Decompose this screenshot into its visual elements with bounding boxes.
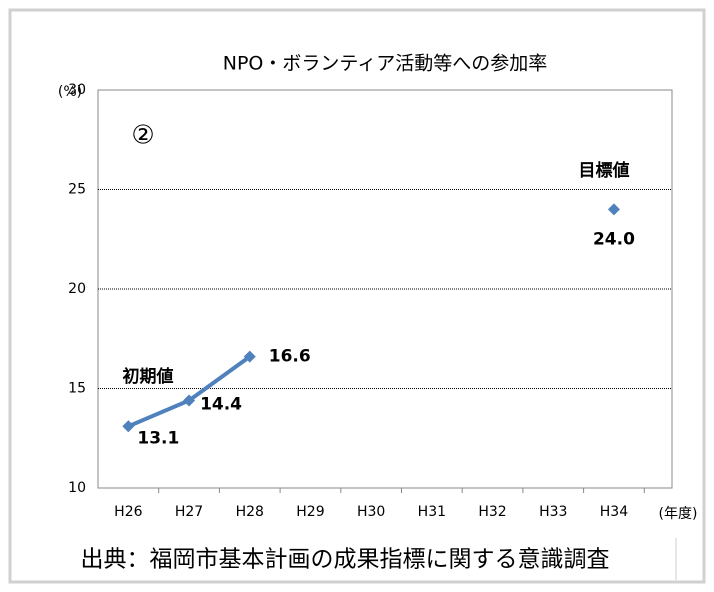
x-tick-label: H26 — [114, 504, 142, 520]
x-tick-label: H30 — [357, 504, 385, 520]
marker — [607, 203, 620, 216]
data-label: 16.6 — [269, 347, 311, 367]
x-tick-label: H31 — [418, 504, 446, 520]
y-axis-label: (%) — [58, 84, 82, 100]
x-tick-label: H27 — [175, 504, 203, 520]
x-tick-label: H32 — [478, 504, 506, 520]
y-tick-label: 25 — [68, 182, 86, 198]
chart-title: NPO・ボランティア活動等への参加率 — [223, 53, 548, 75]
source: 出典：福岡市基本計画の成果指標に関する意識調査 — [81, 547, 610, 573]
x-tick-label: H28 — [236, 504, 264, 520]
marker — [122, 420, 135, 433]
y-tick-label: 30 — [68, 82, 86, 98]
annotation: ② — [131, 121, 154, 151]
x-tick-label: H29 — [296, 504, 324, 520]
y-tick-label: 20 — [68, 281, 86, 297]
x-tick-label: H34 — [600, 504, 628, 520]
x-tick-label: H33 — [539, 504, 567, 520]
data-label: 24.0 — [593, 229, 635, 249]
annotation: 初期値 — [123, 366, 174, 387]
marker — [243, 350, 256, 363]
data-label: 14.4 — [200, 394, 242, 414]
y-tick-label: 15 — [68, 381, 86, 397]
marker — [183, 394, 196, 407]
y-tick-label: 10 — [68, 480, 86, 496]
data-label: 13.1 — [137, 428, 179, 448]
x-axis-label: (年度) — [659, 506, 698, 522]
annotation: 目標値 — [579, 160, 630, 181]
frame — [8, 8, 706, 584]
